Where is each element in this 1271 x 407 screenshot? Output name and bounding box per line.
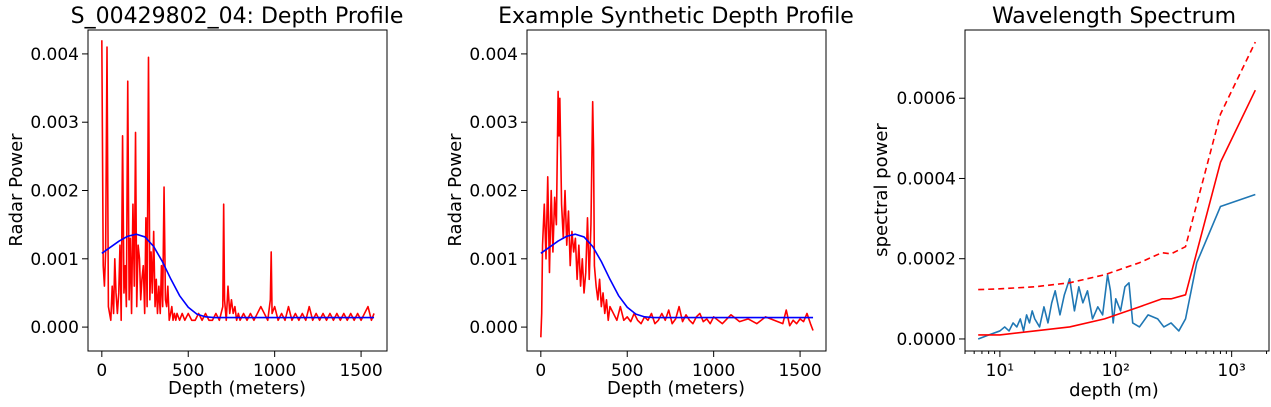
y-tick-label: 0.0002 — [897, 250, 956, 270]
y-axis-label: spectral power — [871, 123, 892, 257]
series-line-1 — [101, 40, 375, 322]
chart-title: Wavelength Spectrum — [992, 4, 1236, 29]
axis-ticks: 0 500 1000 1500 0.000 0.001 0.002 0.003 0.004 — [469, 45, 821, 381]
x-tick-label: 10³ — [1217, 361, 1245, 381]
series-line-2 — [101, 233, 375, 319]
y-tick-label: 0.003 — [30, 113, 79, 133]
y-tick-label: 0.004 — [469, 45, 518, 65]
depth-profile-chart: S_00429802_04: Depth Profile Depth (mete… — [6, 4, 403, 399]
x-tick-label: 500 — [172, 361, 204, 381]
series-line-2 — [540, 233, 814, 319]
x-tick-label: 1000 — [692, 361, 735, 381]
y-tick-label: 0.0004 — [897, 169, 956, 189]
wavelength-spectrum-chart: Wavelength Spectrum depth (m) spectral p… — [871, 4, 1270, 401]
y-tick-label: 0.003 — [469, 113, 518, 133]
series-line-3 — [978, 41, 1257, 291]
y-tick-label: 0.001 — [469, 250, 518, 270]
chart-title: S_00429802_04: Depth Profile — [71, 4, 404, 29]
y-tick-label: 0.002 — [469, 182, 518, 202]
y-tick-label: 0.0006 — [897, 89, 956, 109]
plot-area-frame — [964, 29, 1270, 352]
y-tick-label: 0.000 — [30, 318, 79, 338]
x-tick-label: 1500 — [339, 361, 382, 381]
x-tick-label: 1000 — [253, 361, 296, 381]
y-tick-label: 0.000 — [469, 318, 518, 338]
x-tick-label: 10¹ — [986, 361, 1014, 381]
x-axis-label: Depth (meters) — [607, 378, 745, 399]
x-tick-label: 10² — [1102, 361, 1130, 381]
synthetic-depth-profile-chart: Example Synthetic Depth Profile Depth (m… — [445, 4, 854, 399]
x-tick-label: 500 — [611, 361, 643, 381]
axis-ticks: 10¹ 10² 10³ 0.0000 0.0002 0.0004 0.0006 — [897, 89, 1268, 381]
x-axis-label: depth (m) — [1069, 380, 1159, 401]
x-tick-label: 0 — [535, 361, 546, 381]
x-axis-label: Depth (meters) — [168, 378, 306, 399]
y-tick-label: 0.002 — [30, 182, 79, 202]
plot-area-frame — [526, 29, 827, 352]
x-tick-label: 1500 — [778, 361, 821, 381]
series-lines — [977, 41, 1257, 340]
series-line-2 — [978, 89, 1257, 336]
plot-area-frame — [87, 29, 388, 352]
y-axis-label: Radar Power — [6, 133, 27, 247]
x-tick-label: 0 — [96, 361, 107, 381]
series-lines — [540, 90, 814, 338]
series-line-1 — [977, 193, 1256, 340]
axis-ticks: 0 500 1000 1500 0.000 0.001 0.002 0.003 0.004 — [30, 45, 382, 381]
y-tick-label: 0.0000 — [897, 330, 956, 350]
series-line-1 — [540, 90, 814, 338]
y-tick-label: 0.001 — [30, 250, 79, 270]
series-lines — [101, 40, 375, 322]
y-tick-label: 0.004 — [30, 45, 79, 65]
chart-title: Example Synthetic Depth Profile — [498, 4, 854, 29]
y-axis-label: Radar Power — [445, 133, 466, 247]
